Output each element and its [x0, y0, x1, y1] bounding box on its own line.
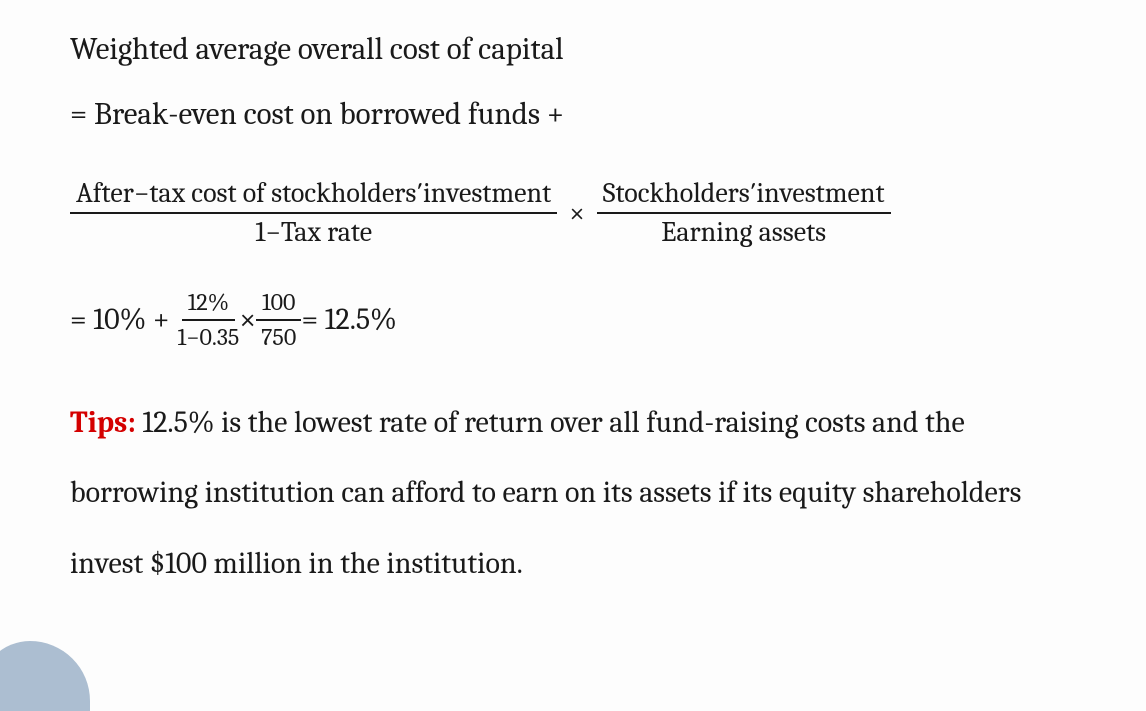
equation-line-1: = Break-even cost on borrowed funds +	[70, 93, 1086, 136]
calc-lead: = 10% +	[70, 302, 178, 337]
calc-f1-num: 12%	[182, 288, 235, 321]
title-line: Weighted average overall cost of capital	[70, 28, 1086, 71]
calc-f2-num: 100	[256, 288, 302, 321]
calc-f1-den: 1−0.35	[178, 321, 240, 352]
tips-label: Tips:	[70, 405, 136, 440]
fraction-1-numerator: After−tax cost of stockholders′investmen…	[70, 177, 557, 215]
fraction-1-denominator: 1−Tax rate	[255, 214, 372, 250]
fraction-2: Stockholders′investment Earning assets	[597, 177, 891, 250]
fraction-2-denominator: Earning assets	[661, 214, 826, 250]
calc-fraction-2: 100 750	[256, 288, 302, 352]
multiply-symbol: ×	[557, 197, 597, 229]
calculation-row: = 10% + 12% 1−0.35 × 100 750 = 12.5%	[70, 288, 1086, 352]
formula-row: After−tax cost of stockholders′investmen…	[70, 177, 1086, 250]
fraction-1: After−tax cost of stockholders′investmen…	[70, 177, 557, 250]
corner-decoration	[0, 641, 90, 711]
calc-fraction-1: 12% 1−0.35	[178, 288, 240, 352]
calc-f2-den: 750	[261, 321, 296, 352]
tips-paragraph: Tips: 12.5% is the lowest rate of return…	[70, 388, 1086, 600]
calc-result: = 12.5%	[301, 302, 396, 337]
tips-text: 12.5% is the lowest rate of return over …	[70, 405, 1021, 581]
fraction-2-numerator: Stockholders′investment	[597, 177, 891, 215]
calc-mult: ×	[239, 302, 256, 337]
